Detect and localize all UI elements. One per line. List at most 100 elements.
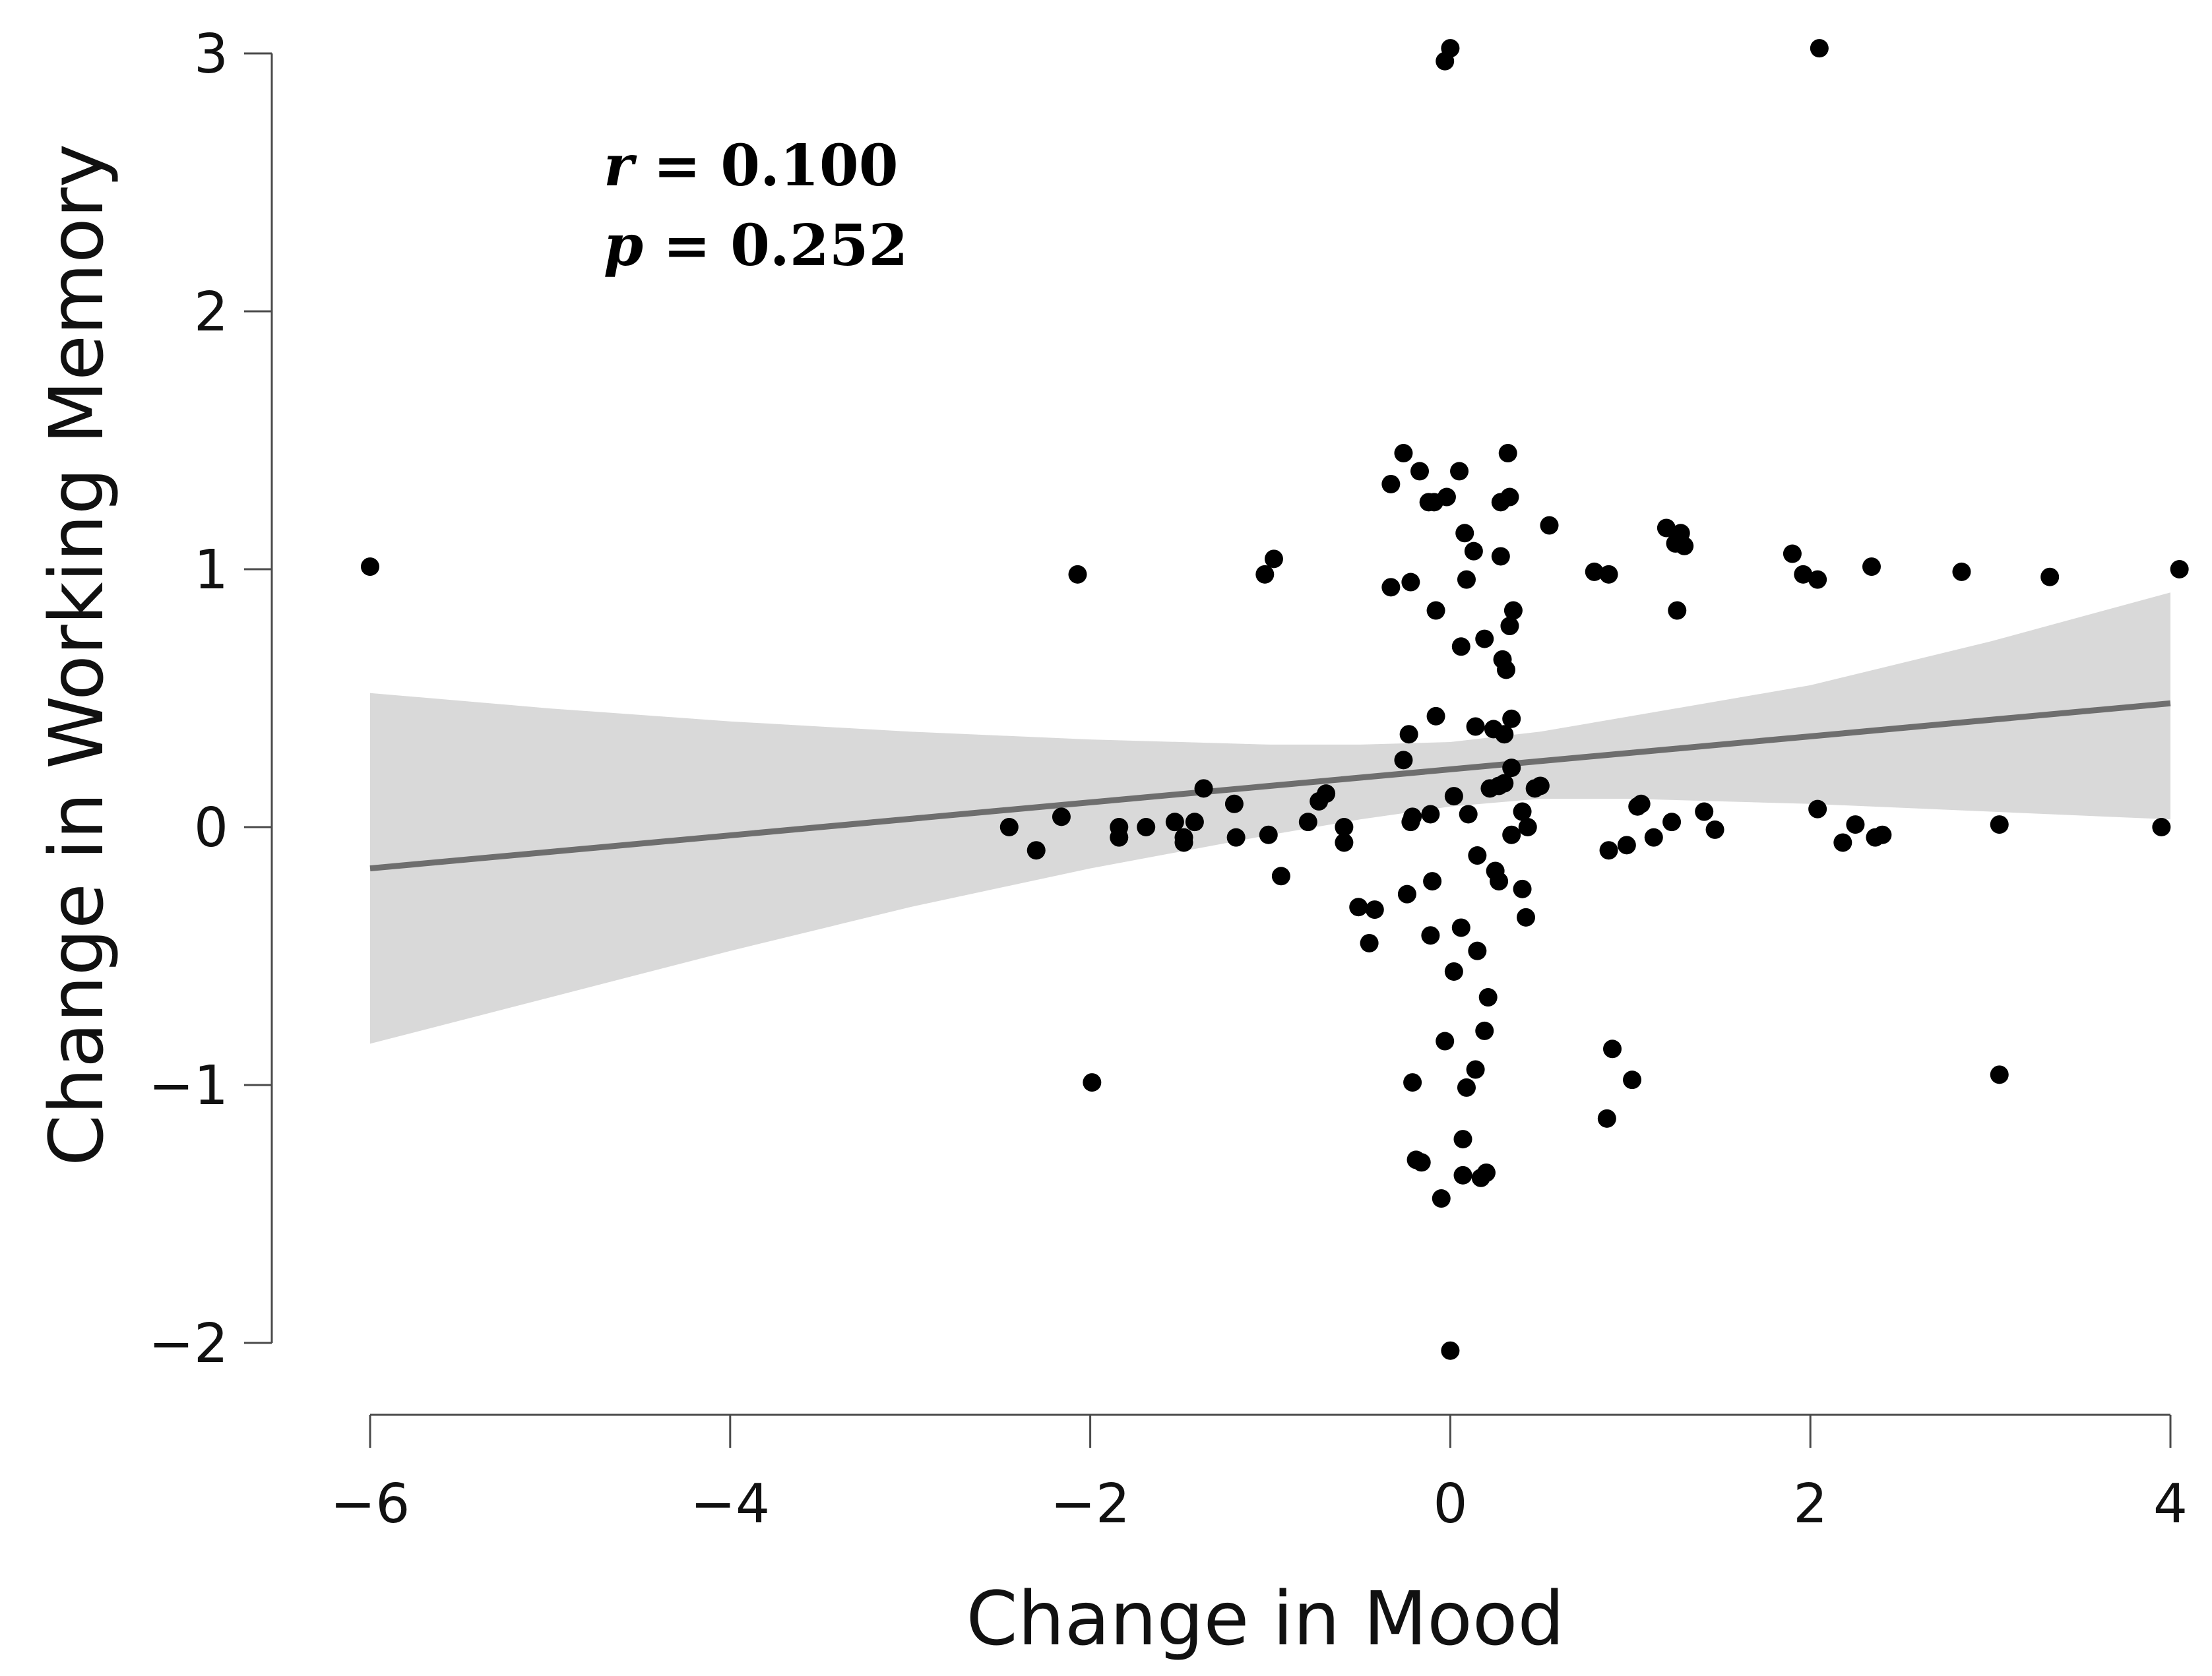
data-point [2040, 567, 2060, 586]
data-point [1862, 557, 1881, 576]
data-point [1426, 706, 1445, 726]
data-point [1599, 565, 1618, 584]
data-point [1468, 846, 1487, 865]
data-point [1194, 779, 1213, 798]
data-point [1444, 787, 1463, 806]
data-point [1873, 825, 1892, 844]
regression-line [369, 700, 2171, 872]
data-point [1397, 885, 1416, 904]
data-point [1403, 1073, 1422, 1092]
data-point [1808, 799, 1827, 819]
y-tick-label: 0 [194, 797, 228, 859]
p-symbol: p [604, 212, 643, 279]
data-point [1457, 1078, 1476, 1097]
data-point [1476, 1163, 1496, 1182]
data-point [1490, 872, 1509, 891]
confidence-band [370, 592, 2170, 1044]
data-point [1441, 39, 1460, 58]
data-point [1657, 518, 1676, 538]
data-point [1599, 841, 1618, 860]
p-statistic: p = 0.252 [604, 212, 908, 279]
data-point [1068, 565, 1087, 584]
data-point [1585, 562, 1604, 581]
data-point [1540, 516, 1559, 535]
x-tick-label: 0 [1433, 1473, 1467, 1536]
data-point [1705, 820, 1724, 839]
data-point [1502, 759, 1521, 778]
r-symbol: r [604, 133, 637, 199]
data-point [1381, 474, 1401, 493]
data-point [1174, 828, 1193, 847]
data-point [1110, 818, 1129, 836]
data-point [1410, 462, 1430, 481]
data-point [1335, 818, 1354, 836]
data-point [1349, 898, 1368, 917]
data-point [1403, 807, 1422, 826]
x-tick-label: 4 [2153, 1473, 2188, 1536]
data-point [1990, 1065, 2009, 1084]
data-point [1498, 444, 1517, 463]
data-point [1468, 941, 1487, 960]
data-point [2170, 560, 2189, 578]
data-point [1453, 1130, 1472, 1149]
data-point [1455, 524, 1474, 543]
data-point [1466, 1060, 1485, 1079]
data-point [1531, 776, 1550, 795]
r-value: = 0.100 [633, 133, 898, 199]
data-point [1394, 444, 1413, 463]
data-point [1317, 784, 1336, 803]
data-point [1517, 908, 1536, 927]
y-tick-label: 3 [194, 23, 228, 86]
data-point [1952, 562, 1971, 581]
data-point [1990, 815, 2009, 834]
data-point [1264, 549, 1283, 569]
data-point [1496, 660, 1515, 679]
data-point [1451, 637, 1470, 656]
data-point [1165, 813, 1184, 832]
data-point [1503, 601, 1523, 620]
data-point [1137, 818, 1156, 836]
data-point [1513, 802, 1532, 821]
confidence-band-layer [370, 592, 2170, 1044]
x-tick-label: −2 [1050, 1473, 1130, 1536]
data-point [1513, 879, 1532, 898]
data-point [1226, 828, 1246, 847]
data-points-layer [361, 39, 2189, 1360]
data-point [1401, 573, 1420, 592]
data-point [1833, 833, 1852, 852]
data-point [1502, 709, 1521, 728]
data-point [1518, 818, 1537, 836]
data-point [361, 557, 379, 576]
y-axis-title: Change in Working Memory [34, 144, 120, 1166]
data-point [1466, 717, 1485, 736]
data-point [1412, 1153, 1431, 1172]
data-point [1259, 825, 1278, 844]
data-point [1502, 825, 1521, 844]
data-point [1603, 1040, 1622, 1059]
data-point [1381, 578, 1401, 597]
data-point [1491, 547, 1510, 566]
data-point [1432, 1189, 1451, 1208]
data-point [1808, 570, 1827, 589]
x-tick-label: −6 [331, 1473, 410, 1536]
data-point [1185, 813, 1204, 832]
data-point [1464, 542, 1483, 561]
data-point [1475, 1021, 1494, 1040]
x-tick-label: −4 [690, 1473, 770, 1536]
y-tick-label: −2 [148, 1313, 228, 1375]
y-tick-label: 2 [194, 281, 228, 344]
data-point [1846, 815, 1865, 834]
data-point [1399, 725, 1418, 744]
data-point [1475, 629, 1494, 648]
data-point [1083, 1073, 1102, 1092]
data-point [1421, 805, 1440, 824]
data-point [1441, 1341, 1460, 1360]
data-point [1335, 833, 1354, 852]
data-point [1365, 900, 1384, 919]
data-point [1457, 570, 1476, 589]
data-point [1459, 805, 1478, 824]
y-tick-label: −1 [148, 1055, 228, 1117]
data-point [1451, 918, 1470, 937]
data-point [1394, 751, 1413, 770]
